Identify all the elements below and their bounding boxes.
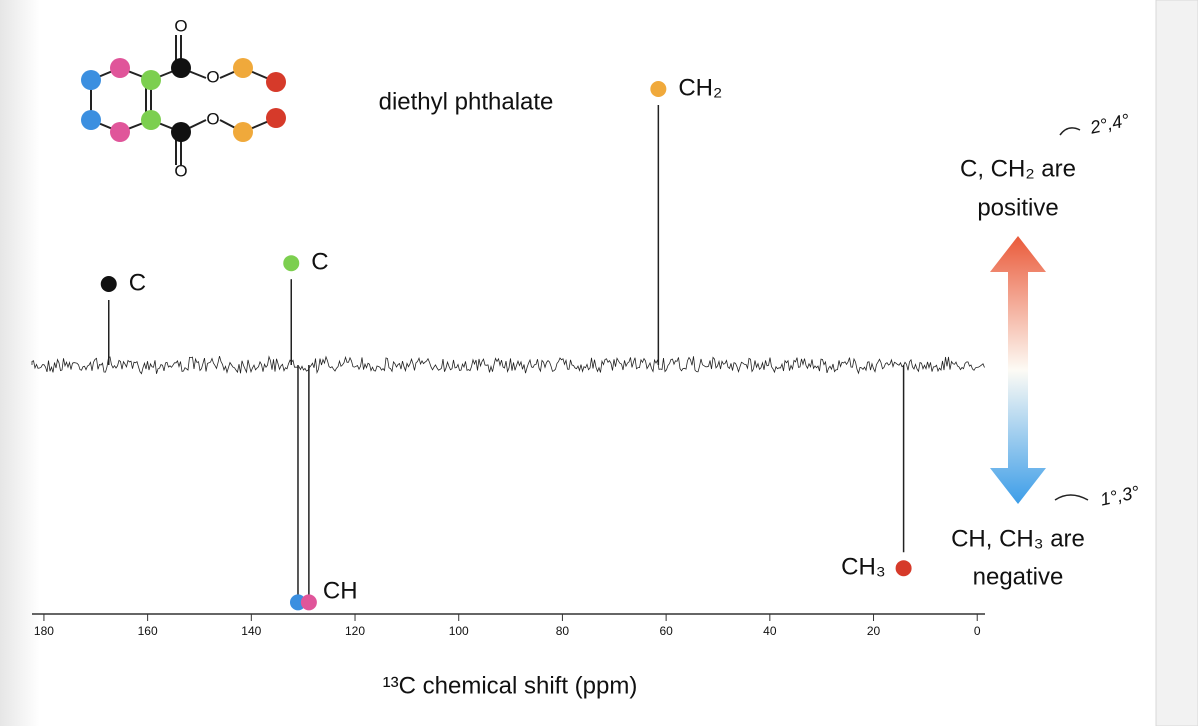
molecule [81, 35, 286, 165]
sign-arrow [990, 236, 1046, 504]
atom-label: O [174, 16, 187, 35]
x-tick-label: 20 [867, 624, 881, 638]
edge-shade [0, 0, 40, 726]
hand-curve [1054, 494, 1089, 501]
peak-label: C [129, 269, 146, 296]
hand-curve [1059, 127, 1081, 136]
legend-text: CH, CH₃ are [951, 525, 1085, 552]
peak-dot [100, 276, 117, 292]
atom-label: O [206, 109, 219, 128]
peak-dot [650, 81, 667, 97]
peak-label: CH₃ [841, 554, 885, 581]
baseline-noise [31, 355, 985, 375]
peak-label: C [311, 249, 328, 276]
x-tick-label: 140 [241, 624, 261, 638]
x-tick-label: 80 [556, 624, 570, 638]
atom-label: O [206, 67, 219, 86]
x-axis-label: ¹³C chemical shift (ppm) [383, 672, 638, 699]
side-strip [1155, 0, 1198, 726]
peak-dot [300, 594, 317, 611]
x-tick-label: 60 [659, 624, 673, 638]
peak-label: CH [323, 578, 358, 605]
legend-text: negative [973, 563, 1064, 590]
peak-dot [895, 560, 912, 577]
chart-title: diethyl phthalate [379, 88, 554, 115]
x-tick-label: 120 [345, 624, 365, 638]
peak-label: CH₂ [678, 74, 722, 101]
atom-label: O [174, 161, 187, 180]
legend-text: positive [977, 194, 1058, 221]
legend-text: C, CH₂ are [960, 155, 1076, 182]
x-tick-label: 180 [34, 624, 54, 638]
x-tick-label: 0 [974, 624, 981, 638]
x-tick-label: 40 [763, 624, 777, 638]
x-tick-label: 100 [449, 624, 469, 638]
handwritten-note: 2°,4° [1087, 110, 1131, 138]
handwritten-note: 1°,3° [1098, 482, 1141, 510]
x-tick-label: 160 [138, 624, 158, 638]
peak-dot [283, 255, 300, 272]
